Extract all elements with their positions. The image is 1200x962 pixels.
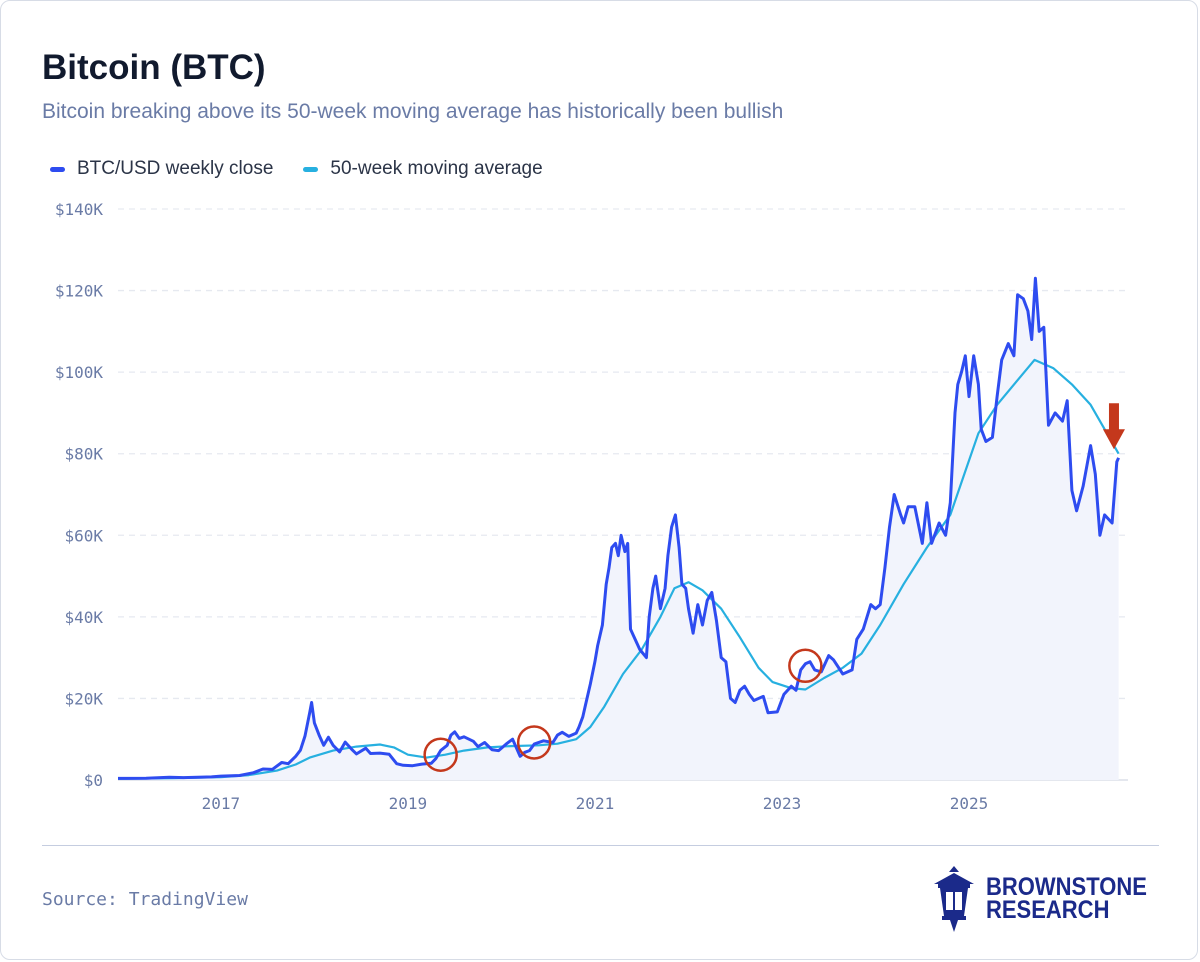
y-tick-label: $60K — [64, 526, 103, 545]
y-tick-label: $120K — [55, 282, 104, 301]
source-note: Source: TradingView — [42, 889, 248, 910]
moving-average-line — [117, 358, 1120, 780]
brand-wordmark: BROWNSTONE RESEARCH — [986, 873, 1169, 924]
x-tick-label: 2023 — [763, 794, 802, 813]
x-tick-label: 2025 — [950, 794, 989, 813]
lantern-icon — [934, 866, 974, 932]
y-tick-label: $140K — [55, 200, 104, 219]
y-tick-label: $80K — [64, 445, 103, 464]
brand-logo: BROWNSTONE RESEARCH — [928, 864, 1169, 934]
y-tick-label: $20K — [64, 689, 103, 708]
brand-line-1: BROWNSTONE — [986, 873, 1147, 901]
brand-line-2: RESEARCH — [986, 896, 1110, 924]
x-tick-label: 2017 — [202, 794, 241, 813]
breakout-marker-circle — [788, 648, 823, 684]
divider — [42, 845, 1159, 846]
y-tick-label: $0 — [84, 771, 103, 790]
breakout-marker-circle — [423, 737, 458, 772]
legend-label-ma: 50-week moving average — [330, 158, 543, 179]
chart-plot: $0 $20K $40K $60K $80K $100K $120K $140K 2017 201… — [55, 200, 1128, 813]
x-tick-label: 2021 — [576, 794, 615, 813]
y-tick-label: $100K — [55, 363, 104, 382]
x-tick-label: 2019 — [389, 794, 428, 813]
y-tick-label: $40K — [64, 608, 103, 627]
legend-swatch-price — [50, 166, 65, 172]
chart-title: Bitcoin (BTC) — [42, 48, 266, 87]
down-arrow-icon — [1102, 403, 1125, 450]
legend-swatch-ma — [303, 166, 319, 172]
legend-item-price: BTC/USD weekly close — [50, 158, 273, 180]
legend-label-price: BTC/USD weekly close — [77, 158, 274, 179]
legend: BTC/USD weekly close 50-week moving aver… — [50, 158, 573, 180]
legend-item-ma: 50-week moving average — [303, 158, 543, 180]
price-area — [118, 278, 1119, 780]
breakout-marker-circle — [516, 725, 552, 760]
chart-subtitle: Bitcoin breaking above its 50-week movin… — [42, 100, 784, 123]
price-line — [117, 276, 1120, 780]
